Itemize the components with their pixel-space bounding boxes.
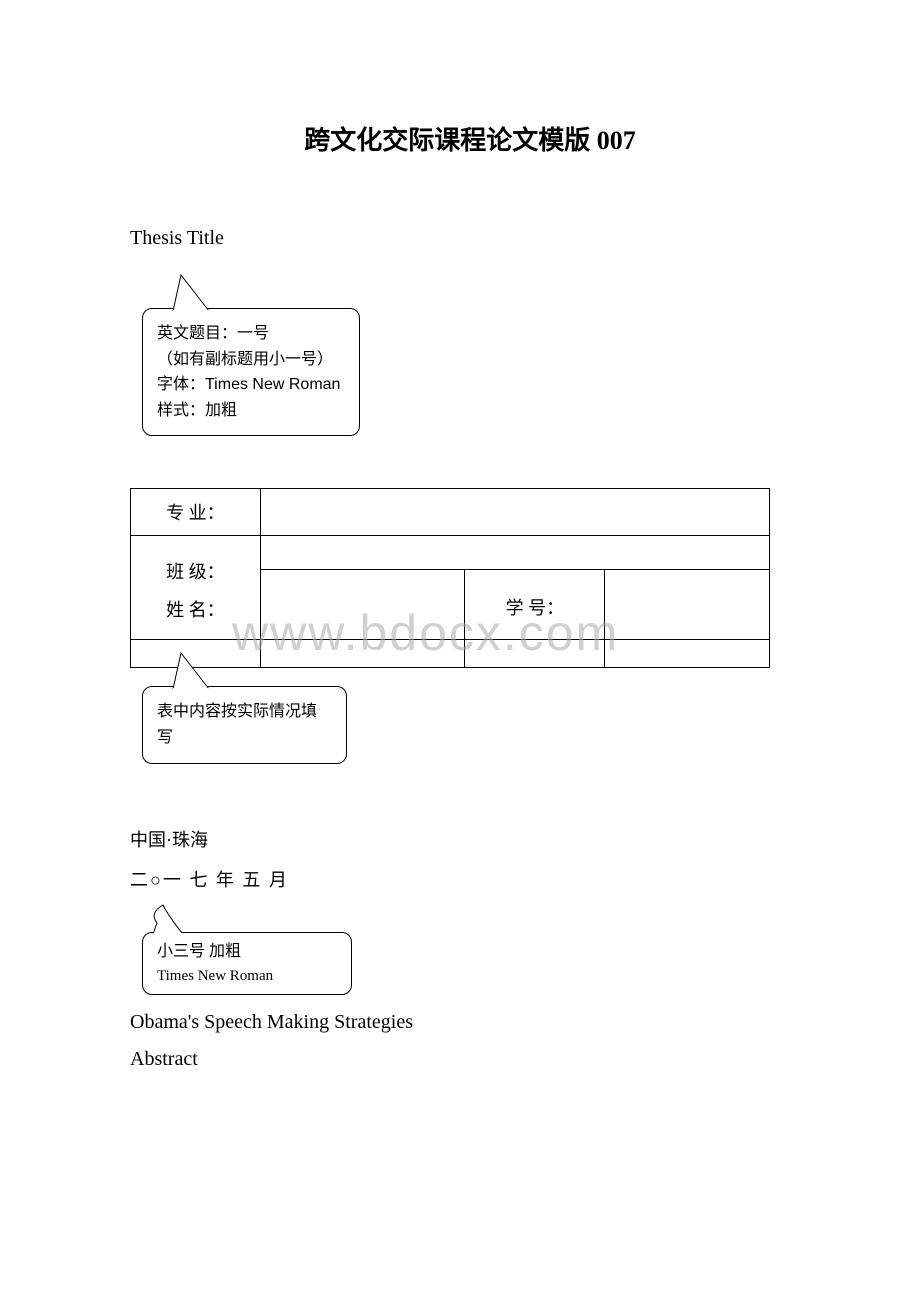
location-text: 中国·珠海 <box>130 826 810 852</box>
thesis-title-label: Thesis Title <box>130 227 810 250</box>
table-row: 班 级： 姓 名： <box>131 536 770 570</box>
table-cell <box>260 536 769 570</box>
callout-line: 表中内容按实际情况填写 <box>157 699 332 750</box>
table-label-class-name: 班 级： 姓 名： <box>131 536 261 640</box>
callout-line: 字体：Times New Roman <box>157 372 345 398</box>
table-cell <box>605 640 770 668</box>
callout-line: Times New Roman <box>157 964 337 988</box>
table-cell <box>260 489 769 536</box>
table-cell <box>465 640 605 668</box>
example-title: Obama's Speech Making Strategies <box>130 1011 810 1034</box>
callout-line: 样式：加粗 <box>157 398 345 424</box>
callout-tail-icon <box>167 273 215 311</box>
table-label-student-id: 学 号： <box>465 570 605 640</box>
table-label-class: 班 级： <box>139 558 252 584</box>
table-label-major: 专 业： <box>131 489 261 536</box>
table-row: 专 业： <box>131 489 770 536</box>
callout-table-note: 表中内容按实际情况填写 <box>142 686 347 763</box>
table-label-name: 姓 名： <box>139 596 252 622</box>
abstract-label: Abstract <box>130 1048 810 1071</box>
callout-subtitle-format: 小三号 加粗 Times New Roman <box>142 932 352 996</box>
callout-line: 英文题目：一号 <box>157 321 345 347</box>
info-table: 专 业： 班 级： 姓 名： 学 号： <box>130 488 770 668</box>
callout-line: 小三号 加粗 <box>157 939 337 965</box>
page-title: 跨文化交际课程论文模版 007 <box>130 120 810 157</box>
table-cell <box>605 570 770 640</box>
callout-title-format: 英文题目：一号 （如有副标题用小一号） 字体：Times New Roman 样… <box>142 308 360 436</box>
table-cell <box>260 570 465 640</box>
table-row <box>131 640 770 668</box>
document-page: 跨文化交际课程论文模版 007 Thesis Title 英文题目：一号 （如有… <box>0 0 920 1131</box>
callout-tail-icon <box>167 651 215 689</box>
date-text: 二○一 七 年 五 月 <box>130 866 810 892</box>
callout-tail-icon <box>149 903 189 935</box>
callout-line: （如有副标题用小一号） <box>157 347 345 373</box>
table-cell <box>260 640 465 668</box>
